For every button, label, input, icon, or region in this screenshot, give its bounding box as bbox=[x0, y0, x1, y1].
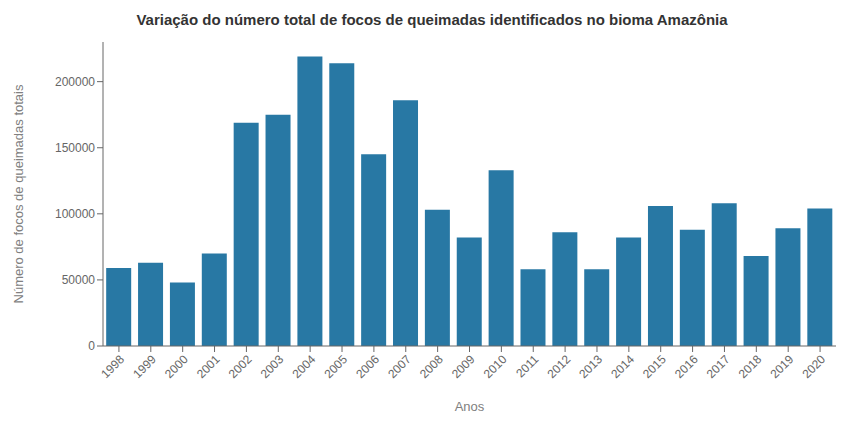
svg-text:1999: 1999 bbox=[130, 352, 159, 381]
svg-text:2020: 2020 bbox=[799, 352, 828, 381]
svg-text:2006: 2006 bbox=[353, 352, 382, 381]
svg-text:150000: 150000 bbox=[55, 141, 95, 155]
svg-text:2017: 2017 bbox=[704, 352, 733, 381]
html-text:Variação do número total de fo: Variação do número total de focos de que… bbox=[136, 11, 728, 28]
svg-text:100000: 100000 bbox=[55, 207, 95, 221]
svg-text:2003: 2003 bbox=[258, 352, 287, 381]
svg-text:2005: 2005 bbox=[321, 352, 350, 381]
svg-text:2012: 2012 bbox=[544, 352, 573, 381]
svg-text:2014: 2014 bbox=[608, 352, 637, 381]
svg-text:2000: 2000 bbox=[162, 352, 191, 381]
svg-text:2009: 2009 bbox=[449, 352, 478, 381]
svg-text:50000: 50000 bbox=[62, 273, 96, 287]
svg-text:2007: 2007 bbox=[385, 352, 414, 381]
svg-text:2015: 2015 bbox=[640, 352, 669, 381]
svg-text:2008: 2008 bbox=[417, 352, 446, 381]
svg-text:2016: 2016 bbox=[672, 352, 701, 381]
svg-text:2001: 2001 bbox=[194, 352, 223, 381]
svg-text:2002: 2002 bbox=[226, 352, 255, 381]
svg-text:2011: 2011 bbox=[513, 352, 541, 380]
svg-text:2019: 2019 bbox=[768, 352, 797, 381]
svg-text:200000: 200000 bbox=[55, 75, 95, 89]
svg-text:2010: 2010 bbox=[481, 352, 510, 381]
svg-text:2013: 2013 bbox=[576, 352, 605, 381]
svg-text:2004: 2004 bbox=[290, 352, 319, 381]
svg-text:0: 0 bbox=[88, 339, 95, 353]
svg-text:2018: 2018 bbox=[736, 352, 765, 381]
svg-text:Número de focos de queimadas t: Número de focos de queimadas totais bbox=[11, 84, 26, 303]
svg-text:Anos: Anos bbox=[455, 399, 485, 414]
svg-text:1998: 1998 bbox=[98, 352, 127, 381]
